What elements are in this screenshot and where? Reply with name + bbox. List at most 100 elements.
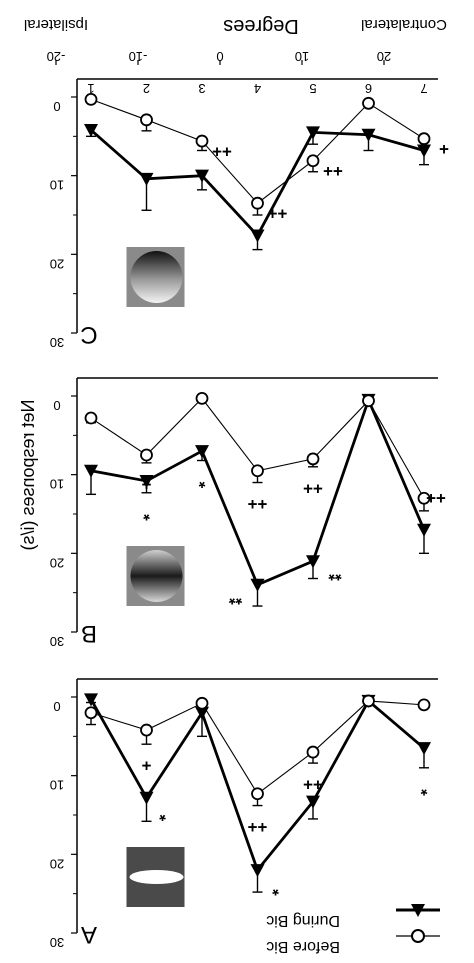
significance-annotation: * xyxy=(159,806,166,825)
y-tick-label: 20 xyxy=(50,856,64,871)
data-point-triangle xyxy=(250,229,265,243)
degree-tick-label: 0 xyxy=(216,49,223,64)
data-point-triangle xyxy=(417,144,431,158)
data-point-circle xyxy=(140,723,153,737)
data-point-circle xyxy=(195,134,209,148)
position-tick-label: 5 xyxy=(309,81,316,96)
significance-annotation: * xyxy=(198,473,205,492)
top-axis-ticks: -20 -10 0 10 20 1 2 3 4 5 6 7 xyxy=(47,49,428,96)
data-point-triangle xyxy=(84,124,98,138)
stimulus-ellipse xyxy=(129,870,184,884)
data-point-circle xyxy=(195,696,209,710)
data-point-circle xyxy=(140,113,153,127)
significance-annotation: * xyxy=(143,505,150,524)
data-point-triangle xyxy=(306,126,320,140)
degree-tick-label: -20 xyxy=(47,49,66,64)
legend-item-during: During Bic xyxy=(266,904,440,929)
top-axis-left-label: Ipsilateral xyxy=(24,16,88,33)
significance-annotation: * xyxy=(272,880,279,899)
stimulus-sphere xyxy=(130,550,183,602)
stimulus-icon xyxy=(126,546,185,606)
degree-tick-label: 10 xyxy=(295,49,309,64)
degree-tick-label: -10 xyxy=(129,49,148,64)
y-tick-label: 0 xyxy=(53,99,60,114)
significance-annotation: ++ xyxy=(212,142,232,161)
position-tick-label: 1 xyxy=(87,81,94,96)
data-point-circle xyxy=(84,411,98,425)
significance-annotation: ++ xyxy=(323,162,343,181)
top-axis-right-label: Contralateral xyxy=(361,16,447,33)
data-point-circle xyxy=(362,694,375,708)
data-point-triangle xyxy=(306,795,320,809)
y-tick-label: 20 xyxy=(50,256,64,271)
legend-during-label: During Bic xyxy=(266,912,340,929)
series-before-bic xyxy=(84,391,431,512)
y-tick-label: 0 xyxy=(53,699,60,714)
data-point-triangle xyxy=(195,445,209,459)
mirrored-figure: Ipsilateral Degrees Contralateral -20 -10… xyxy=(18,15,449,955)
legend-before-label: Before Bic xyxy=(266,938,340,955)
data-point-circle xyxy=(251,196,264,210)
position-tick-label: 6 xyxy=(365,81,372,96)
data-point-circle xyxy=(417,132,431,146)
significance-annotation: + xyxy=(141,475,151,494)
data-point-circle xyxy=(306,452,320,466)
y-tick-label: 0 xyxy=(53,398,60,413)
significance-annotation: ++ xyxy=(303,479,323,498)
significance-annotation: ++ xyxy=(426,488,446,507)
stimulus-sphere xyxy=(130,251,183,303)
data-point-triangle xyxy=(250,578,265,592)
data-point-triangle xyxy=(195,169,209,183)
panel-letter: B xyxy=(81,620,97,647)
data-point-triangle xyxy=(139,791,154,805)
data-point-triangle xyxy=(250,864,265,878)
significance-annotation: ** xyxy=(328,565,342,584)
data-point-triangle xyxy=(417,742,431,756)
series-line xyxy=(89,698,425,873)
data-point-triangle xyxy=(139,172,154,186)
series-before-bic xyxy=(84,694,431,807)
significance-annotation: ++ xyxy=(303,775,323,794)
stimulus-icon xyxy=(126,847,185,907)
data-point-circle xyxy=(417,698,431,712)
significance-annotation: ++ xyxy=(248,495,268,514)
top-degree-axis: Ipsilateral Degrees Contralateral xyxy=(24,15,447,37)
position-tick-label: 2 xyxy=(143,81,150,96)
panel-A: 0 10 20 30 + * ++ * ++ * A xyxy=(50,678,438,950)
y-axis-label: Net responses (i/s) xyxy=(18,399,38,550)
data-point-circle xyxy=(84,92,98,106)
position-tick-label: 4 xyxy=(254,81,261,96)
data-point-circle xyxy=(362,96,375,110)
y-tick-label: 30 xyxy=(50,935,64,950)
significance-annotation: ++ xyxy=(268,204,288,223)
data-point-circle xyxy=(195,391,209,405)
legend: During Bic Before Bic xyxy=(266,904,440,955)
data-point-circle xyxy=(84,706,98,720)
significance-annotation: + xyxy=(141,756,151,775)
series-line xyxy=(90,128,425,238)
stimulus-icon xyxy=(126,247,185,307)
position-tick-label: 3 xyxy=(198,81,205,96)
significance-annotation: ++ xyxy=(248,818,268,837)
legend-during-marker xyxy=(411,904,425,917)
y-tick-label: 10 xyxy=(50,477,64,492)
data-point-triangle xyxy=(361,128,376,142)
data-point-circle xyxy=(417,491,431,505)
y-tick-label: 30 xyxy=(50,634,64,649)
data-point-triangle xyxy=(84,464,98,478)
series-line xyxy=(90,98,425,204)
y-tick-label: 10 xyxy=(50,778,64,793)
data-point-triangle xyxy=(139,474,154,488)
data-point-triangle xyxy=(84,693,98,707)
legend-item-before: Before Bic xyxy=(266,929,440,955)
legend-before-marker xyxy=(411,929,425,943)
series-during-bic xyxy=(84,124,431,251)
significance-annotation: * xyxy=(420,780,427,799)
significance-annotation: + xyxy=(439,140,449,159)
data-point-triangle xyxy=(417,523,431,537)
data-point-circle xyxy=(251,787,264,801)
data-point-circle xyxy=(362,394,375,408)
